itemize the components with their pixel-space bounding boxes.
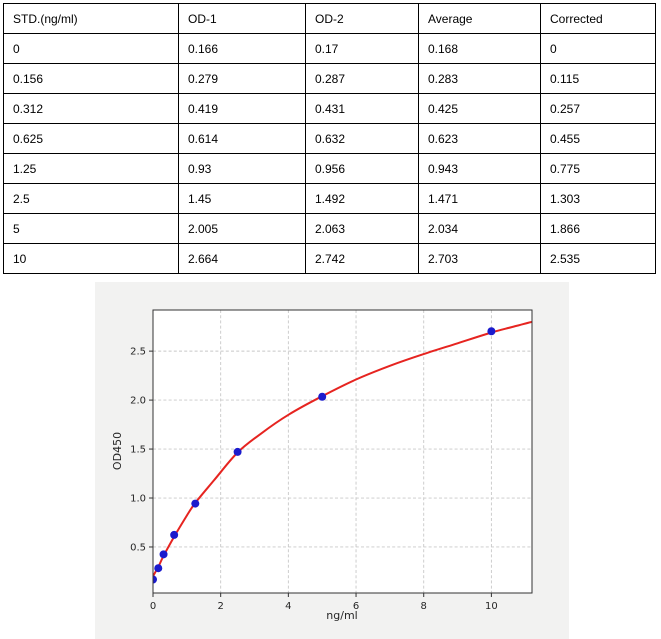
table-cell: 0.257 xyxy=(540,93,656,124)
table-cell: 0.419 xyxy=(178,93,306,124)
table-header-cell: OD-1 xyxy=(178,3,306,34)
table-row: 0.312 0.419 0.431 0.425 0.257 xyxy=(3,93,656,124)
data-point xyxy=(159,550,168,559)
standards-table: STD.(ng/ml) OD-1 OD-2 Average Corrected 0 0.1… xyxy=(3,3,656,274)
y-tick-label: 1.5 xyxy=(130,445,146,456)
table-cell: 1.866 xyxy=(540,213,656,244)
table-cell: 1.492 xyxy=(305,183,419,214)
table-cell: 10 xyxy=(3,243,179,274)
table-cell: 0.431 xyxy=(305,93,419,124)
data-point xyxy=(191,499,200,508)
y-axis-label: OD450 xyxy=(111,431,124,471)
table-cell: 1.471 xyxy=(418,183,541,214)
table-row: 10 2.664 2.742 2.703 2.535 xyxy=(3,243,656,274)
standard-curve-figure: 0 2 4 6 8 10 0.5 1.0 1.5 2.0 2.5 ng/ml OD450 xyxy=(95,282,569,639)
x-axis-label: ng/ml xyxy=(326,609,358,622)
y-tick-label: 2.5 xyxy=(130,347,146,358)
table-header-row: STD.(ng/ml) OD-1 OD-2 Average Corrected xyxy=(3,3,656,34)
x-tick-label: 0 xyxy=(150,601,156,612)
table-cell: 0.279 xyxy=(178,63,306,94)
table-row: 5 2.005 2.063 2.034 1.866 xyxy=(3,213,656,244)
table-cell: 0.625 xyxy=(3,123,179,154)
table-cell: 5 xyxy=(3,213,179,244)
table-header-cell: Corrected xyxy=(540,3,656,34)
table-cell: 2.005 xyxy=(178,213,306,244)
table-row: 0.625 0.614 0.632 0.623 0.455 xyxy=(3,123,656,154)
table-cell: 0.775 xyxy=(540,153,656,184)
x-tick-label: 8 xyxy=(421,601,427,612)
table-cell: 0.312 xyxy=(3,93,179,124)
table-cell: 0.455 xyxy=(540,123,656,154)
table-cell: 0.623 xyxy=(418,123,541,154)
table-cell: 0.168 xyxy=(418,33,541,64)
table-row: 2.5 1.45 1.492 1.471 1.303 xyxy=(3,183,656,214)
table-cell: 0.93 xyxy=(178,153,306,184)
table-cell: 1.303 xyxy=(540,183,656,214)
data-point xyxy=(318,392,327,401)
table-cell: 0.956 xyxy=(305,153,419,184)
table-cell: 0.283 xyxy=(418,63,541,94)
table-cell: 0.632 xyxy=(305,123,419,154)
data-point xyxy=(153,575,157,584)
data-point xyxy=(487,327,496,336)
table-cell: 0.614 xyxy=(178,123,306,154)
y-tick-label: 0.5 xyxy=(130,542,146,553)
data-point xyxy=(170,530,179,539)
data-point xyxy=(154,564,163,573)
table-cell: 2.664 xyxy=(178,243,306,274)
table-cell: 2.535 xyxy=(540,243,656,274)
x-tick-label: 2 xyxy=(217,601,223,612)
y-tick-label: 1.0 xyxy=(130,494,146,505)
table-cell: 0.425 xyxy=(418,93,541,124)
data-point xyxy=(233,447,242,456)
table-cell: 0.156 xyxy=(3,63,179,94)
table-row: 0.156 0.279 0.287 0.283 0.115 xyxy=(3,63,656,94)
table-cell: 2.063 xyxy=(305,213,419,244)
table-cell: 0.287 xyxy=(305,63,419,94)
plot-border xyxy=(152,309,533,594)
x-tick-label: 10 xyxy=(485,601,498,612)
table-row: 0 0.166 0.17 0.168 0 xyxy=(3,33,656,64)
x-tick-label: 4 xyxy=(285,601,291,612)
table-cell: 0.115 xyxy=(540,63,656,94)
table-cell: 2.034 xyxy=(418,213,541,244)
table-header-cell: Average xyxy=(418,3,541,34)
table-cell: 2.5 xyxy=(3,183,179,214)
table-cell: 0 xyxy=(540,33,656,64)
table-cell: 0.17 xyxy=(305,33,419,64)
table-cell: 1.25 xyxy=(3,153,179,184)
table-cell: 2.742 xyxy=(305,243,419,274)
table-row: 1.25 0.93 0.956 0.943 0.775 xyxy=(3,153,656,184)
table-cell: 2.703 xyxy=(418,243,541,274)
y-tick-label: 2.0 xyxy=(130,396,146,407)
standard-curve-chart: 0 2 4 6 8 10 0.5 1.0 1.5 2.0 2.5 xyxy=(130,309,533,612)
table-header-cell: STD.(ng/ml) xyxy=(3,3,179,34)
table-cell: 0.166 xyxy=(178,33,306,64)
x-tick-label: 6 xyxy=(353,601,359,612)
table-cell: 0 xyxy=(3,33,179,64)
table-cell: 1.45 xyxy=(178,183,306,214)
data-layer xyxy=(153,320,532,584)
plot-area xyxy=(153,310,532,593)
table-cell: 0.943 xyxy=(418,153,541,184)
table-header-cell: OD-2 xyxy=(305,3,419,34)
